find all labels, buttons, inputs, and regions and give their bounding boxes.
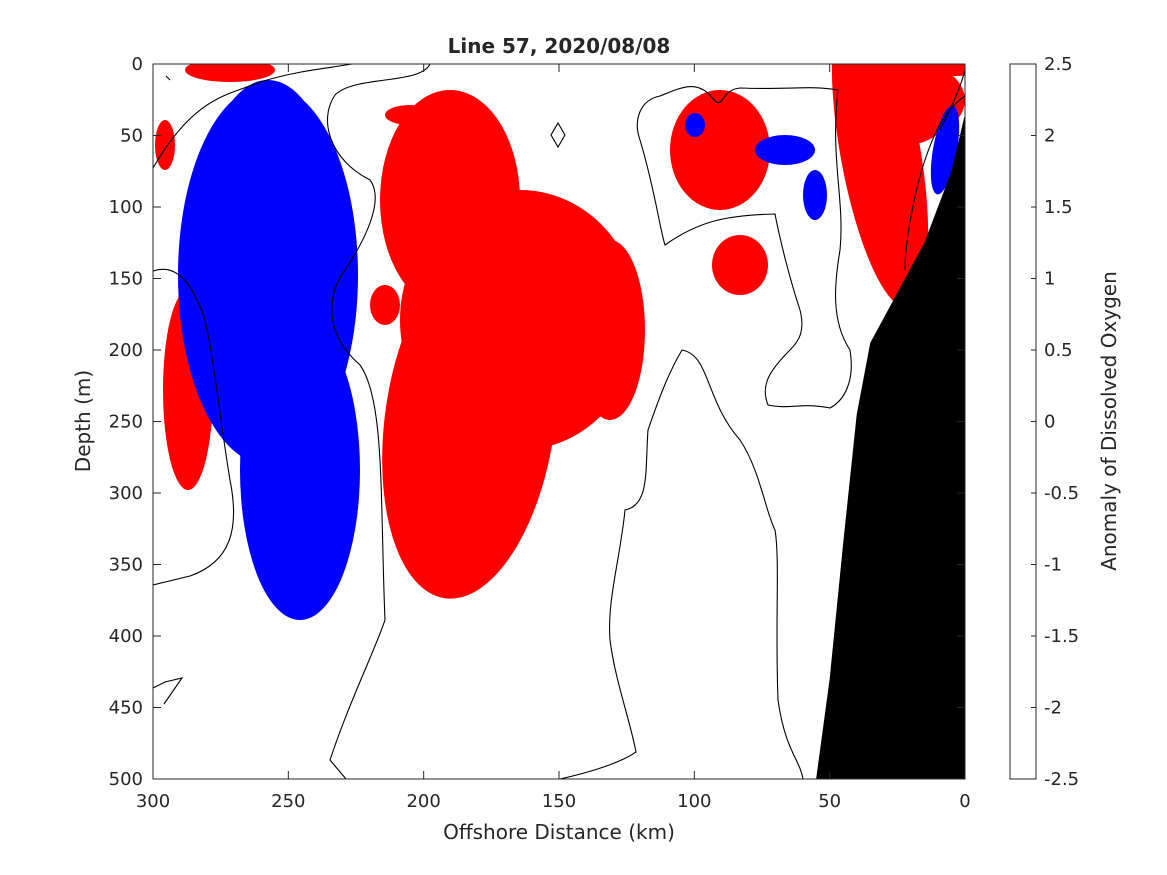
colorbar-tick-label: -0.5 — [1044, 483, 1079, 504]
y-tick-label: 450 — [109, 698, 143, 719]
contour-line — [939, 69, 965, 131]
colorbar-tick-label: 1 — [1044, 269, 1055, 290]
y-tick-label: 350 — [109, 555, 143, 576]
y-tick-label: 300 — [109, 483, 143, 504]
contour-line — [550, 121, 566, 149]
seafloor-mask — [816, 114, 965, 779]
anomaly-contour-fill — [858, 170, 902, 270]
colorbar-tick-label: 2 — [1044, 126, 1055, 147]
colorbar-tick-label: -1 — [1044, 555, 1062, 576]
anomaly-contour-fill — [155, 120, 175, 170]
contour-line — [153, 268, 235, 586]
x-axis: 300 250 200 150 100 50 0 — [136, 64, 971, 812]
contour-line — [559, 349, 804, 779]
anomaly-contour-fill — [831, 64, 929, 308]
x-tick-label: 150 — [542, 791, 576, 812]
y-tick-label: 500 — [109, 769, 143, 790]
contour-line — [326, 64, 431, 779]
x-tick-label: 100 — [677, 791, 711, 812]
anomaly-contour-fill — [712, 235, 768, 295]
chart-title: Line 57, 2020/08/08 — [448, 34, 671, 58]
x-tick-label: 300 — [136, 791, 170, 812]
colorbar-tick-label: 1.5 — [1044, 197, 1073, 218]
y-tick-label: 150 — [109, 269, 143, 290]
y-tick-label: 50 — [120, 126, 143, 147]
colorbar-tick-label: -2 — [1044, 698, 1062, 719]
x-tick-label: 50 — [818, 791, 841, 812]
colorbar-tick-label: -1.5 — [1044, 626, 1079, 647]
anomaly-contour-fill — [755, 135, 815, 165]
anomaly-contour-fill — [685, 113, 705, 137]
anomaly-contour-fill — [370, 285, 400, 325]
anomaly-contour-fill — [803, 170, 827, 220]
y-tick-label: 250 — [109, 412, 143, 433]
x-tick-label: 250 — [271, 791, 305, 812]
contour-line — [636, 86, 852, 409]
colorbar-tick-label: 0 — [1044, 412, 1055, 433]
contour-line — [153, 677, 184, 705]
colorbar: 2.5 2 1.5 1 0.5 0 -0.5 -1 -1.5 -2 -2.5 — [1009, 54, 1079, 790]
y-tick-label: 400 — [109, 626, 143, 647]
y-tick-label: 0 — [132, 54, 143, 75]
anomaly-contour-fill — [956, 64, 965, 68]
zero-contour-lines — [153, 64, 965, 779]
x-axis-label: Offshore Distance (km) — [443, 820, 675, 844]
anomaly-contour-fill — [232, 65, 268, 79]
anomaly-contour-fill — [533, 288, 563, 332]
y-tick-label: 200 — [109, 340, 143, 361]
colorbar-tick-label: 0.5 — [1044, 340, 1073, 361]
y-axis: 0 50 100 150 200 250 300 350 400 450 500 — [109, 54, 965, 790]
x-tick-label: 0 — [959, 791, 970, 812]
contour-line — [153, 64, 353, 169]
x-tick-label: 200 — [406, 791, 440, 812]
anomaly-contour-fill — [278, 385, 322, 455]
anomaly-contour-fill — [930, 105, 960, 195]
colorbar-tick-label: -2.5 — [1044, 769, 1079, 790]
y-tick-label: 100 — [109, 197, 143, 218]
plot-area — [153, 64, 965, 779]
anomaly-contour-fill — [262, 183, 298, 207]
anomaly-contour-fill — [595, 280, 625, 370]
anomaly-contour-fill — [426, 340, 484, 450]
colorbar-tick-label: 2.5 — [1044, 54, 1073, 75]
anomaly-field — [155, 64, 965, 620]
colorbar-label: Anomaly of Dissolved Oxygen — [1097, 271, 1121, 571]
contour-line — [904, 95, 965, 271]
y-axis-label: Depth (m) — [71, 370, 95, 472]
